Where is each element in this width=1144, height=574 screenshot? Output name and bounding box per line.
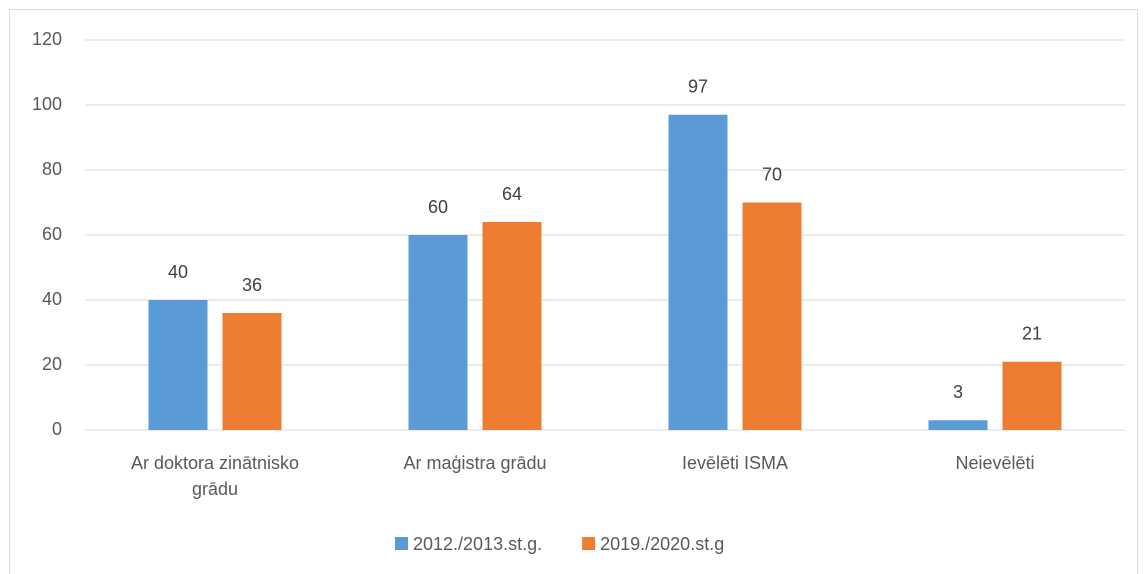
bar xyxy=(148,300,208,430)
chart-border xyxy=(9,9,1138,574)
data-label: 70 xyxy=(762,164,782,184)
y-tick-label: 100 xyxy=(32,94,62,114)
legend-swatch xyxy=(582,537,596,550)
data-label: 40 xyxy=(168,262,188,282)
legend-swatch xyxy=(395,537,408,550)
x-tick-label: Ar doktora zinātnisko grādu xyxy=(130,453,300,499)
data-label: 21 xyxy=(1022,324,1042,344)
data-label: 3 xyxy=(953,382,963,402)
bar xyxy=(482,222,542,430)
data-label: 64 xyxy=(502,184,522,204)
y-tick-label: 0 xyxy=(52,419,62,439)
bar xyxy=(668,114,728,430)
y-tick-label: 120 xyxy=(32,29,62,49)
bar xyxy=(928,420,988,430)
x-tick-label: Ar maģistra grādu xyxy=(403,453,547,473)
bar xyxy=(222,313,282,430)
data-label: 97 xyxy=(688,77,708,97)
legend-label: 2012./2013.st.g. xyxy=(413,534,542,554)
x-tick-label: Ievēlēti ISMA xyxy=(681,453,789,473)
y-tick-label: 60 xyxy=(42,224,62,244)
legend-label: 2019./2020.st.g xyxy=(600,534,724,554)
bar xyxy=(408,235,468,430)
y-tick-label: 40 xyxy=(42,289,62,309)
y-tick-label: 20 xyxy=(42,354,62,374)
y-tick-label: 80 xyxy=(42,159,62,179)
bar xyxy=(1002,361,1062,430)
data-label: 60 xyxy=(428,197,448,217)
data-label: 36 xyxy=(242,275,262,295)
bar xyxy=(742,202,802,430)
x-tick-label: Neievēlēti xyxy=(955,453,1035,473)
